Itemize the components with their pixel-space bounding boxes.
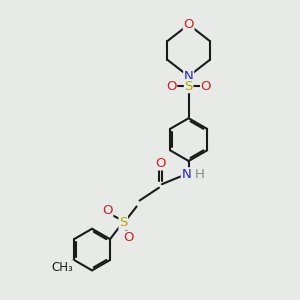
Text: O: O	[201, 80, 211, 93]
Text: O: O	[155, 157, 166, 170]
Text: S: S	[184, 80, 193, 93]
Text: O: O	[123, 231, 134, 244]
Text: N: N	[182, 168, 191, 181]
Text: S: S	[119, 216, 128, 229]
Text: O: O	[166, 80, 177, 93]
Text: N: N	[184, 70, 194, 83]
Text: O: O	[102, 204, 113, 218]
Text: H: H	[195, 168, 205, 181]
Text: O: O	[183, 18, 194, 31]
Text: CH₃: CH₃	[52, 261, 74, 274]
